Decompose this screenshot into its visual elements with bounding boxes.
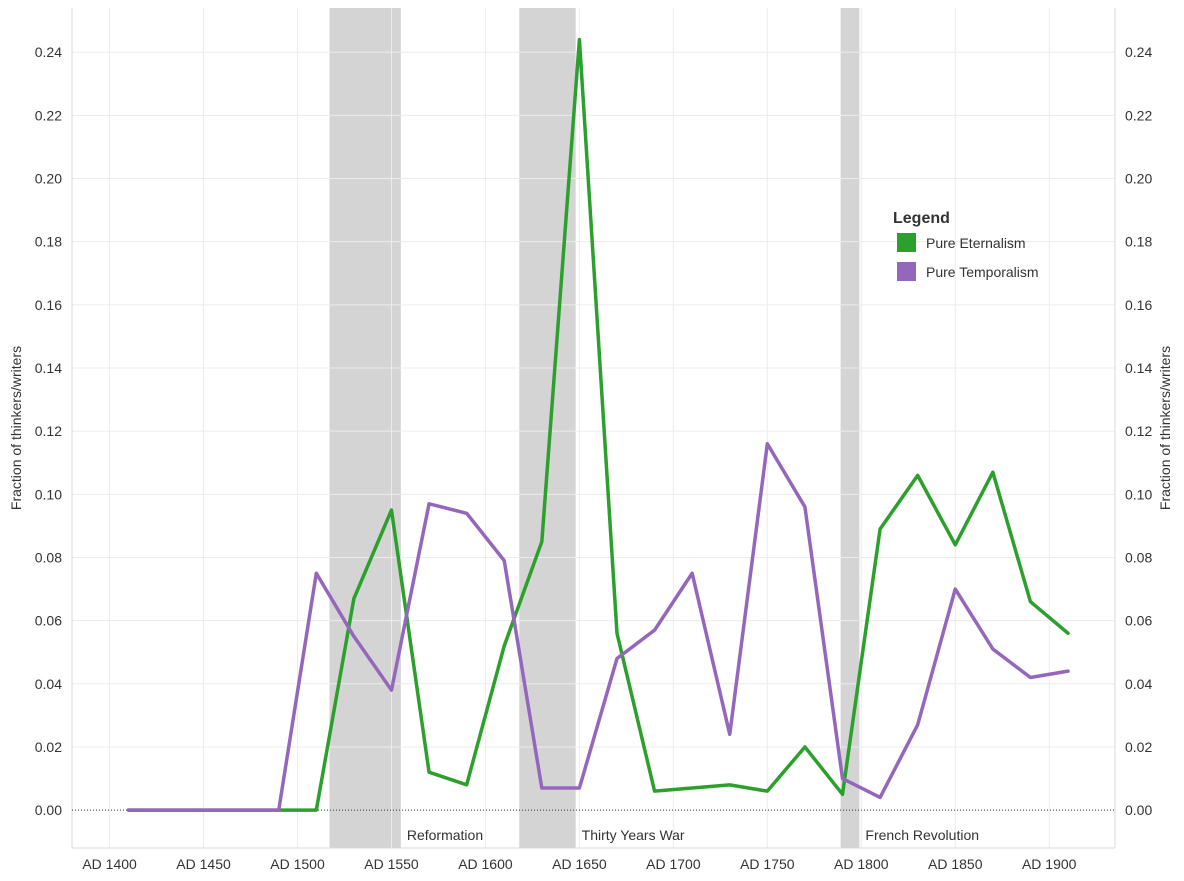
legend-label: Pure Temporalism: [926, 264, 1039, 280]
event-band: [519, 8, 576, 848]
y-tick-label-right: 0.00: [1125, 802, 1152, 818]
x-tick-label: AD 1700: [646, 856, 701, 872]
legend: Legend Pure Eternalism Pure Temporalism: [893, 210, 1039, 281]
y-tick-label-left: 0.22: [35, 107, 62, 123]
y-tick-label-left: 0.20: [35, 171, 62, 187]
y-tick-label-right: 0.24: [1125, 44, 1152, 60]
y-tick-label-right: 0.20: [1125, 171, 1152, 187]
x-tick-label: AD 1400: [82, 856, 137, 872]
plot-frame: [71, 8, 1116, 849]
legend-title: Legend: [893, 210, 950, 227]
y-tick-label-right: 0.22: [1125, 107, 1152, 123]
series-line-pure-eternalism: [126, 37, 1070, 812]
y-tick-label-right: 0.16: [1125, 297, 1152, 313]
y-tick-label-right: 0.18: [1125, 234, 1152, 250]
y-tick-label-left: 0.14: [35, 360, 62, 376]
y-tick-label-right: 0.12: [1125, 423, 1152, 439]
x-tick-label: AD 1900: [1022, 856, 1077, 872]
legend-swatch: [897, 262, 916, 281]
y-axis-right-title: Fraction of thinkers/writers: [1157, 346, 1173, 510]
series-line-pure-temporalism: [126, 442, 1070, 812]
x-tick-label: AD 1600: [458, 856, 513, 872]
y-axis-left-ticks: 0.00 0.02 0.04 0.06 0.08 0.10 0.12 0.14 0.16 0.18…: [35, 44, 62, 818]
y-tick-label-right: 0.02: [1125, 739, 1152, 755]
y-tick-label-right: 0.08: [1125, 549, 1152, 565]
y-axis-right-ticks: 0.00 0.02 0.04 0.06 0.08 0.10 0.12 0.14 0.16 0.18…: [1125, 44, 1152, 818]
x-tick-label: AD 1750: [740, 856, 795, 872]
y-tick-label-left: 0.02: [35, 739, 62, 755]
x-tick-label: AD 1650: [552, 856, 607, 872]
y-tick-label-left: 0.10: [35, 486, 62, 502]
x-tick-label: AD 1450: [176, 856, 231, 872]
event-band-label: Thirty Years War: [582, 827, 685, 843]
x-tick-label: AD 1550: [364, 856, 419, 872]
series-lines: [126, 37, 1070, 812]
event-bands: [329, 8, 860, 848]
y-tick-label-right: 0.04: [1125, 676, 1152, 692]
y-tick-label-right: 0.10: [1125, 486, 1152, 502]
x-tick-label: AD 1500: [270, 856, 325, 872]
x-axis-ticks: AD 1400 AD 1450 AD 1500 AD 1550 AD 1600 AD 16…: [82, 856, 1076, 872]
y-tick-label-right: 0.06: [1125, 613, 1152, 629]
legend-label: Pure Eternalism: [926, 235, 1026, 251]
event-band-label: French Revolution: [865, 827, 979, 843]
y-tick-label-right: 0.14: [1125, 360, 1152, 376]
x-tick-label: AD 1800: [834, 856, 889, 872]
y-tick-label-left: 0.24: [35, 44, 62, 60]
y-tick-label-left: 0.12: [35, 423, 62, 439]
x-tick-label: AD 1850: [928, 856, 983, 872]
legend-items: Pure Eternalism Pure Temporalism: [897, 233, 1039, 281]
y-tick-label-left: 0.18: [35, 234, 62, 250]
y-tick-label-left: 0.00: [35, 802, 62, 818]
event-band: [840, 8, 860, 848]
y-tick-label-left: 0.06: [35, 613, 62, 629]
y-tick-label-left: 0.16: [35, 297, 62, 313]
y-tick-label-left: 0.04: [35, 676, 62, 692]
gridlines: [72, 8, 1115, 848]
legend-swatch: [897, 233, 916, 252]
band-labels: Reformation Thirty Years War French Revolu…: [407, 827, 979, 843]
y-axis-left-title: Fraction of thinkers/writers: [8, 346, 24, 510]
y-tick-label-left: 0.08: [35, 549, 62, 565]
event-band: [329, 8, 401, 848]
event-band-label: Reformation: [407, 827, 483, 843]
